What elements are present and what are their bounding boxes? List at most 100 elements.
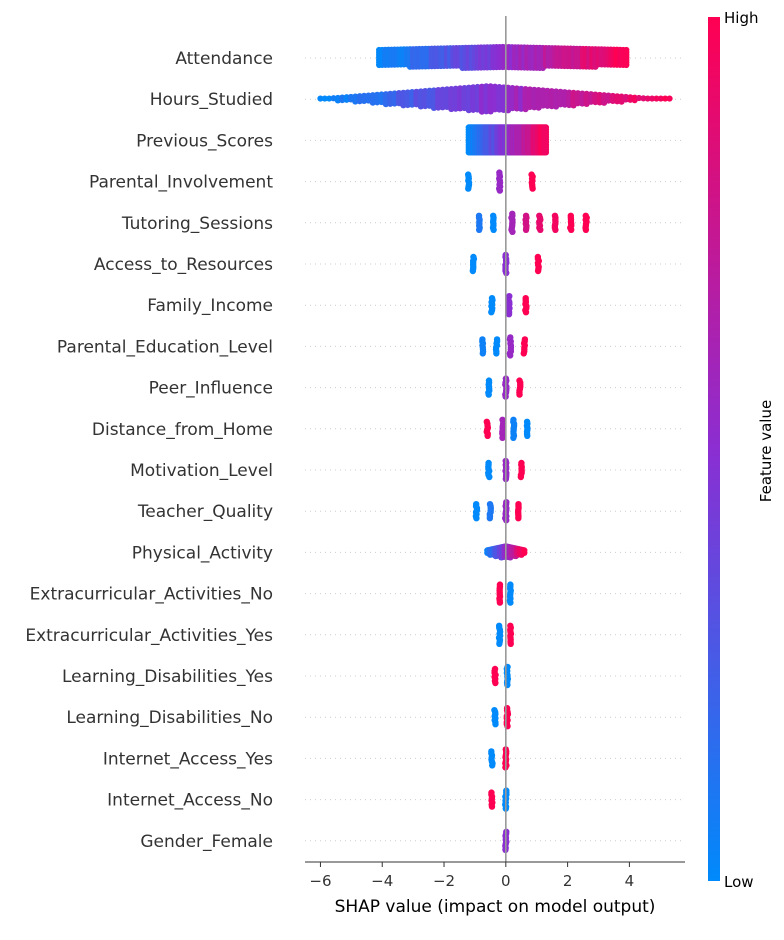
shap-point — [321, 95, 328, 102]
shap-point — [507, 352, 514, 359]
x-tick-label: −4 — [371, 872, 393, 890]
colorbar-gradient — [708, 17, 720, 881]
shap-point — [499, 434, 506, 441]
shap-point — [522, 309, 530, 316]
x-axis-title: SHAP value (impact on model output) — [335, 897, 656, 917]
colorbar-title: Feature value — [757, 400, 775, 502]
feature-row: Tutoring_Sessions — [121, 210, 685, 235]
shap-point — [486, 515, 494, 522]
x-tick-label: 4 — [625, 872, 635, 890]
feature-label: Physical_Activity — [132, 543, 273, 563]
shap-point — [317, 95, 324, 102]
shap-point — [534, 267, 542, 275]
feature-label: Tutoring_Sessions — [121, 214, 273, 234]
shap-point — [520, 350, 527, 357]
feature-label: Distance_from_Home — [92, 420, 273, 440]
shap-point — [509, 228, 516, 235]
shap-point — [653, 95, 660, 102]
feature-row: Physical_Activity — [132, 543, 685, 563]
feature-row: Learning_Disabilities_Yes — [62, 663, 685, 689]
shap-point — [485, 391, 492, 398]
shap-point — [507, 599, 514, 606]
feature-label: Parental_Education_Level — [57, 337, 273, 357]
feature-label: Teacher_Quality — [137, 502, 273, 522]
shap-point — [488, 762, 496, 769]
shap-point — [529, 185, 536, 192]
feature-row: Attendance — [175, 43, 685, 72]
shap-point — [522, 226, 530, 233]
feature-row: Family_Income — [147, 293, 685, 318]
shap-point — [648, 95, 656, 102]
shap-point — [479, 350, 487, 357]
x-tick-label: 0 — [501, 872, 511, 890]
feature-label: Extracurricular_Activities_Yes — [25, 626, 273, 646]
feature-row: Motivation_Level — [130, 457, 685, 483]
shap-point — [486, 473, 493, 481]
shap-point — [475, 226, 483, 233]
feature-row: Parental_Involvement — [89, 169, 685, 194]
feature-row: Teacher_Quality — [137, 499, 685, 524]
feature-row: Parental_Education_Level — [57, 334, 685, 359]
shap-point — [524, 432, 531, 439]
shap-point — [473, 515, 480, 522]
feature-label: Attendance — [175, 49, 273, 69]
shap-point — [521, 549, 528, 557]
feature-label: Gender_Female — [140, 832, 273, 852]
shap-point — [465, 185, 472, 192]
feature-rows: Attendance Hours_Studied Previous_Scores Pa… — [25, 43, 685, 853]
feature-row: Internet_Access_No — [107, 787, 685, 812]
shap-point — [582, 226, 590, 233]
shap-point — [568, 226, 575, 233]
shap-point — [666, 95, 673, 102]
shap-point — [492, 721, 499, 728]
feature-label: Peer_Influence — [149, 379, 273, 399]
shap-point — [515, 515, 522, 522]
feature-row: Access_to_Resources — [94, 251, 685, 277]
feature-row: Distance_from_Home — [92, 416, 685, 441]
feature-label: Access_to_Resources — [94, 255, 273, 275]
feature-label: Internet_Access_Yes — [103, 749, 273, 769]
shap-point — [662, 95, 669, 102]
feature-row: Previous_Scores — [136, 124, 685, 156]
feature-label: Motivation_Level — [130, 461, 273, 481]
colorbar: High Low Feature value — [708, 9, 775, 891]
shap-point — [505, 311, 513, 318]
shap-point — [484, 432, 491, 439]
shap-point — [469, 267, 477, 275]
feature-label: Extracurricular_Activities_No — [30, 585, 273, 605]
feature-row: Extracurricular_Activities_No — [30, 581, 685, 606]
shap-point — [644, 95, 651, 102]
feature-row: Extracurricular_Activities_Yes — [25, 622, 685, 647]
feature-row: Gender_Female — [140, 828, 685, 853]
shap-point — [657, 95, 664, 102]
shap-point — [516, 391, 523, 398]
feature-row: Hours_Studied — [150, 83, 685, 115]
feature-label: Learning_Disabilities_Yes — [62, 667, 273, 687]
shap-point — [496, 599, 504, 606]
shap-point — [493, 350, 500, 357]
feature-row: Learning_Disabilities_No — [66, 705, 685, 730]
feature-label: Learning_Disabilities_No — [66, 708, 273, 728]
shap-point — [640, 95, 647, 102]
shap-point — [492, 679, 499, 687]
feature-row: Peer_Influence — [149, 375, 685, 400]
colorbar-high-label: High — [724, 9, 758, 27]
shap-point — [510, 434, 517, 441]
shap-point — [488, 309, 495, 316]
shap-point — [623, 61, 630, 69]
feature-label: Previous_Scores — [136, 131, 273, 151]
x-tick-label: 2 — [563, 872, 573, 890]
shap-point — [490, 226, 497, 233]
shap-point — [537, 226, 544, 233]
shap-point — [507, 640, 514, 647]
shap-point — [488, 803, 496, 810]
feature-label: Hours_Studied — [150, 90, 273, 110]
shap-point — [496, 187, 504, 194]
feature-label: Parental_Involvement — [89, 173, 273, 193]
shap-point — [496, 640, 503, 647]
x-axis: −6 −4 −2 0 2 4 — [305, 861, 685, 890]
colorbar-low-label: Low — [724, 873, 754, 891]
feature-label: Family_Income — [147, 296, 273, 316]
feature-row: Internet_Access_Yes — [103, 746, 685, 771]
